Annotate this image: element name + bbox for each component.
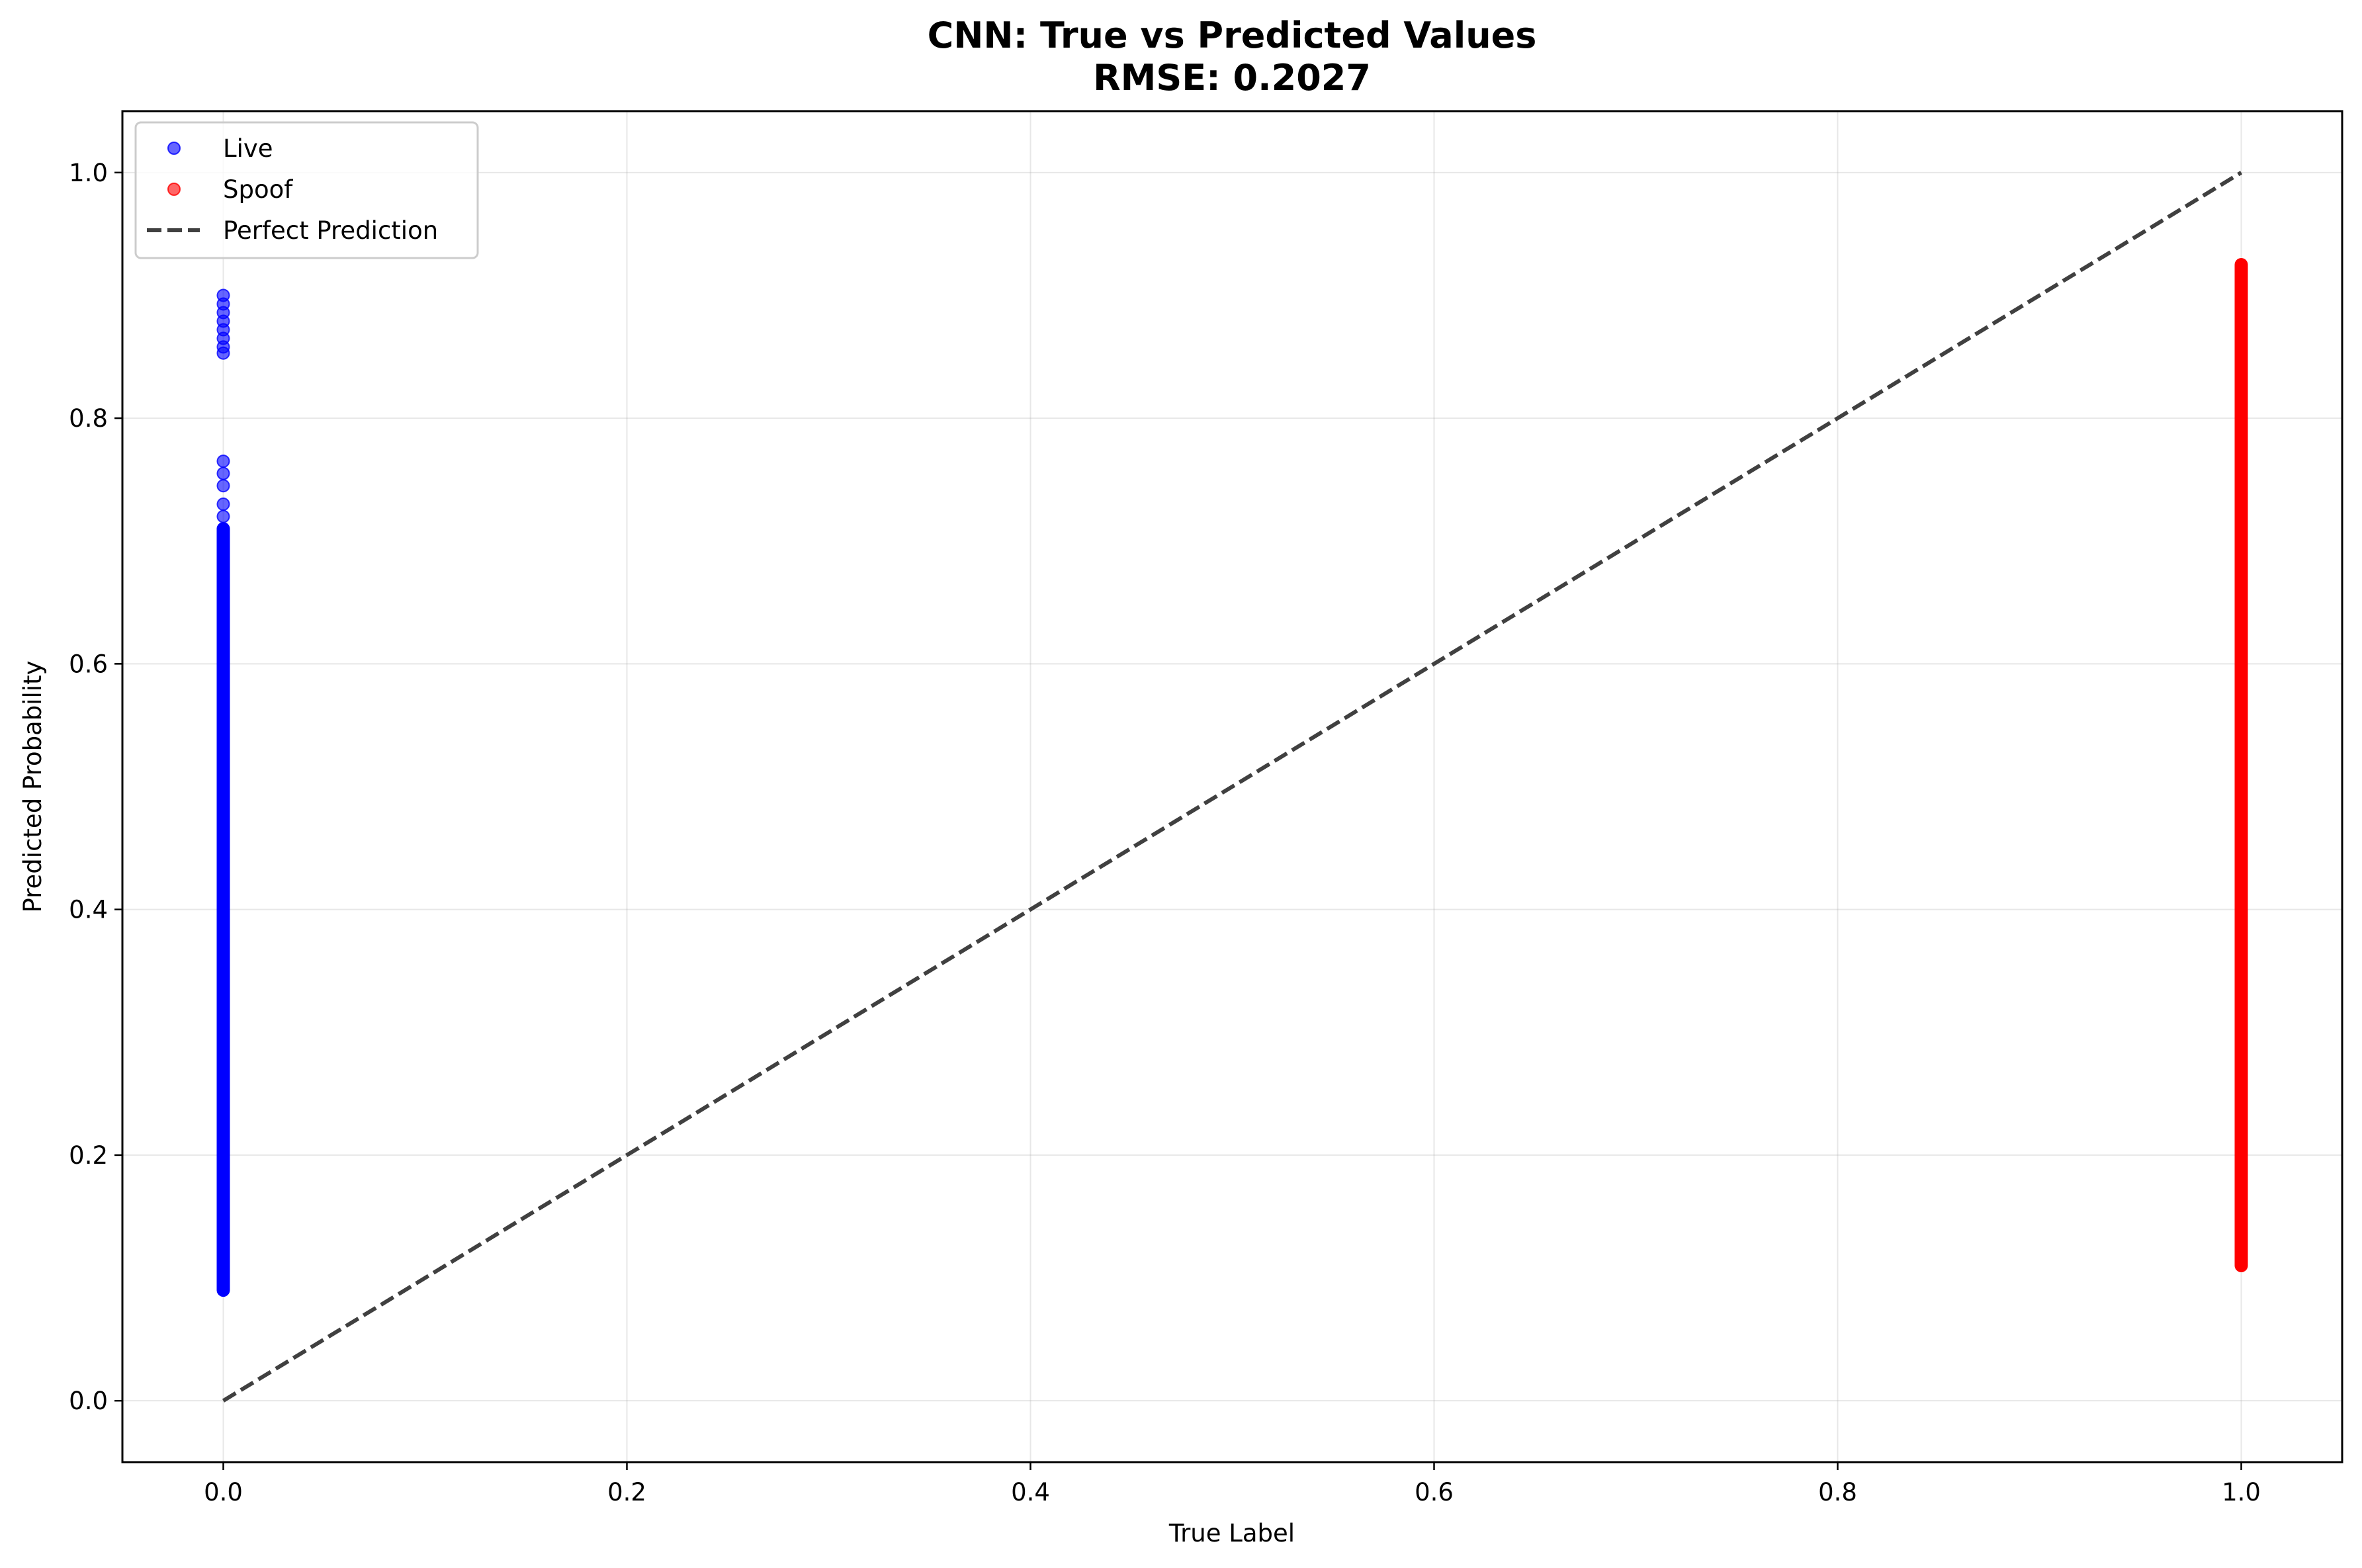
live-points — [216, 288, 230, 1297]
live-point — [216, 466, 230, 480]
live-point — [216, 509, 230, 523]
live-point — [216, 288, 230, 302]
y-tick-label: 1.0 — [69, 159, 108, 187]
grid — [122, 111, 2342, 1462]
x-axis-label: True Label — [1168, 1519, 1295, 1547]
y-tick-label: 0.2 — [69, 1141, 108, 1170]
chart-subtitle: RMSE: 0.2027 — [1093, 57, 1371, 99]
y-tick-label: 0.6 — [69, 650, 108, 678]
y-tick-label: 0.8 — [69, 404, 108, 433]
x-tick-label: 0.6 — [1415, 1478, 1454, 1506]
legend-label-spoof: Spoof — [223, 175, 293, 204]
axis-ticks: 0.0 0.2 0.4 0.6 0.8 1.0 0.0 0.2 0.4 0.6 0.8 1.0 — [69, 159, 2261, 1506]
x-tick-label: 0.2 — [607, 1478, 646, 1506]
legend-marker-spoof — [167, 183, 181, 196]
x-tick-label: 1.0 — [2222, 1478, 2261, 1506]
live-point — [216, 479, 230, 493]
plot-frame — [121, 110, 2343, 1463]
legend-label-live: Live — [223, 134, 273, 163]
legend-label-perfect-prediction: Perfect Prediction — [223, 216, 438, 245]
legend-box — [134, 121, 479, 259]
legend: Live Spoof Perfect Prediction — [134, 121, 479, 259]
y-tick-label: 0.4 — [69, 896, 108, 924]
y-axis-label: Predicted Probability — [19, 660, 47, 912]
legend-marker-live — [167, 142, 181, 155]
y-tick-label: 0.0 — [69, 1387, 108, 1415]
x-tick-label: 0.4 — [1011, 1478, 1050, 1506]
data-marks — [216, 171, 2248, 1403]
perfect-prediction-line — [222, 171, 2243, 1403]
live-point — [216, 498, 230, 511]
x-tick-label: 0.0 — [204, 1478, 243, 1506]
x-tick-label: 0.8 — [1818, 1478, 1857, 1506]
live-point — [216, 455, 230, 468]
chart-title: CNN: True vs Predicted Values — [928, 15, 1537, 56]
